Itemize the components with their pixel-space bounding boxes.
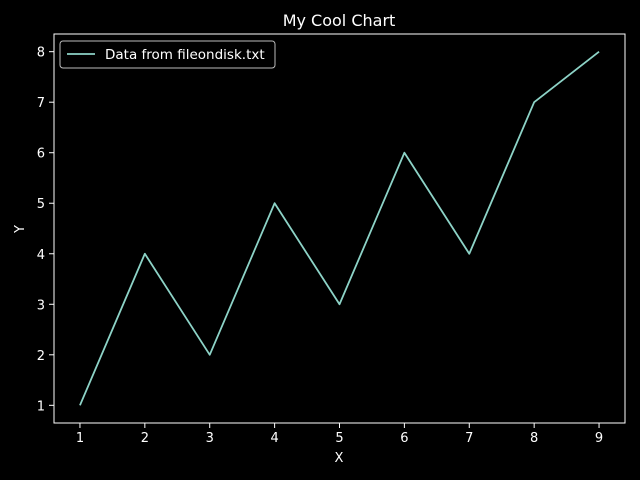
y-tick-label: 7 — [37, 96, 45, 111]
x-tick-label: 2 — [141, 431, 149, 446]
legend-label: Data from fileondisk.txt — [105, 47, 265, 63]
series-layer — [79, 50, 600, 406]
y-tick-label: 4 — [37, 248, 45, 263]
x-tick-label: 5 — [335, 431, 343, 446]
y-axis-ticks: 1 2 3 4 5 6 7 8 — [37, 46, 54, 414]
x-tick-label: 8 — [530, 431, 538, 446]
x-tick-label: 4 — [270, 431, 278, 446]
legend-box — [59, 40, 276, 69]
y-tick-label: 3 — [37, 298, 45, 313]
x-tick-label: 6 — [400, 431, 408, 446]
x-tick-label: 9 — [595, 431, 603, 446]
y-tick-label: 6 — [37, 147, 45, 162]
y-tick-label: 1 — [37, 399, 45, 414]
x-tick-label: 7 — [465, 431, 473, 446]
y-tick-label: 5 — [37, 197, 45, 212]
x-tick-label: 1 — [76, 431, 84, 446]
x-tick-label: 3 — [206, 431, 214, 446]
chart-title: My Cool Chart — [283, 11, 396, 30]
x-axis-label: X — [335, 451, 344, 466]
legend: Data from fileondisk.txt — [59, 40, 276, 69]
x-axis-ticks: 1 2 3 4 5 6 7 8 9 — [76, 423, 603, 446]
y-axis-label: Y — [13, 225, 28, 234]
y-tick-label: 2 — [37, 349, 45, 364]
series-line — [79, 50, 600, 406]
y-tick-label: 8 — [37, 46, 45, 61]
